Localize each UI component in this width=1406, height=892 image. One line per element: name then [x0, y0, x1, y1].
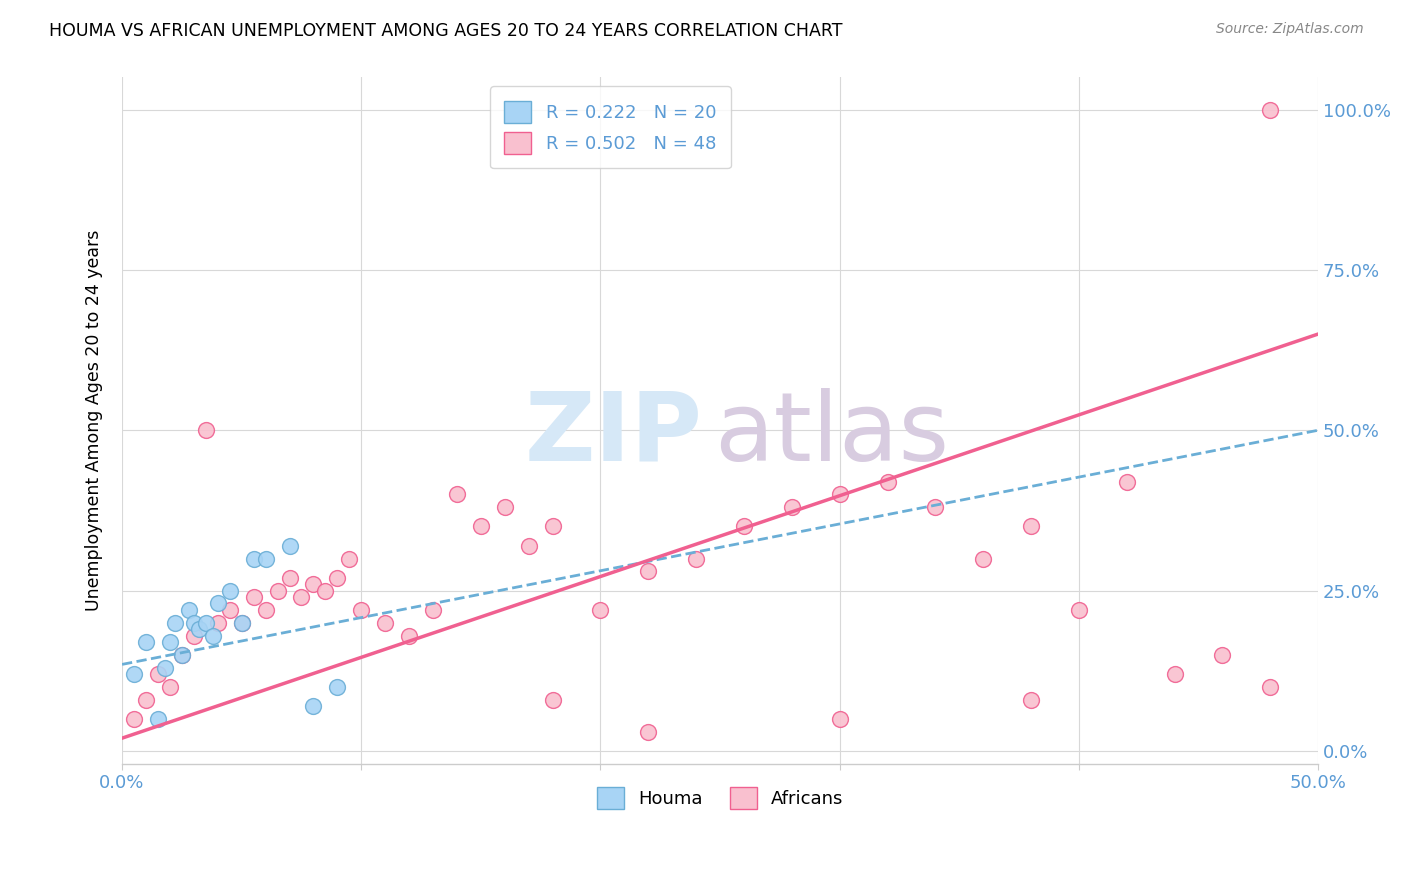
Point	[177, 603, 200, 617]
Point	[242, 590, 264, 604]
Point	[589, 603, 612, 617]
Point	[254, 603, 277, 617]
Point	[278, 539, 301, 553]
Point	[1115, 475, 1137, 489]
Point	[135, 692, 157, 706]
Point	[1258, 680, 1281, 694]
Point	[1258, 103, 1281, 117]
Point	[194, 615, 217, 630]
Point	[278, 571, 301, 585]
Point	[187, 622, 209, 636]
Point	[876, 475, 898, 489]
Point	[326, 680, 349, 694]
Point	[231, 615, 253, 630]
Point	[302, 577, 325, 591]
Point	[541, 692, 564, 706]
Point	[201, 628, 224, 642]
Point	[326, 571, 349, 585]
Text: Source: ZipAtlas.com: Source: ZipAtlas.com	[1216, 22, 1364, 37]
Point	[494, 500, 516, 515]
Text: ZIP: ZIP	[524, 388, 702, 481]
Legend: Houma, Africans: Houma, Africans	[582, 772, 858, 823]
Point	[254, 551, 277, 566]
Point	[972, 551, 994, 566]
Text: atlas: atlas	[714, 388, 949, 481]
Point	[1211, 648, 1233, 662]
Point	[517, 539, 540, 553]
Point	[637, 724, 659, 739]
Point	[183, 615, 205, 630]
Point	[266, 583, 288, 598]
Point	[218, 583, 240, 598]
Point	[170, 648, 193, 662]
Point	[828, 712, 851, 726]
Point	[159, 635, 181, 649]
Point	[733, 519, 755, 533]
Point	[302, 699, 325, 714]
Point	[170, 648, 193, 662]
Point	[350, 603, 373, 617]
Point	[446, 487, 468, 501]
Point	[1019, 519, 1042, 533]
Point	[685, 551, 707, 566]
Point	[637, 565, 659, 579]
Point	[780, 500, 803, 515]
Point	[122, 667, 145, 681]
Point	[207, 597, 229, 611]
Point	[163, 615, 186, 630]
Point	[314, 583, 336, 598]
Point	[337, 551, 360, 566]
Point	[470, 519, 492, 533]
Point	[422, 603, 444, 617]
Point	[146, 667, 169, 681]
Y-axis label: Unemployment Among Ages 20 to 24 years: Unemployment Among Ages 20 to 24 years	[86, 230, 103, 611]
Text: HOUMA VS AFRICAN UNEMPLOYMENT AMONG AGES 20 TO 24 YEARS CORRELATION CHART: HOUMA VS AFRICAN UNEMPLOYMENT AMONG AGES…	[49, 22, 842, 40]
Point	[122, 712, 145, 726]
Point	[290, 590, 312, 604]
Point	[231, 615, 253, 630]
Point	[541, 519, 564, 533]
Point	[398, 628, 420, 642]
Point	[159, 680, 181, 694]
Point	[1163, 667, 1185, 681]
Point	[1067, 603, 1090, 617]
Point	[374, 615, 396, 630]
Point	[242, 551, 264, 566]
Point	[218, 603, 240, 617]
Point	[153, 660, 176, 674]
Point	[146, 712, 169, 726]
Point	[828, 487, 851, 501]
Point	[135, 635, 157, 649]
Point	[183, 628, 205, 642]
Point	[194, 423, 217, 437]
Point	[924, 500, 946, 515]
Point	[1019, 692, 1042, 706]
Point	[207, 615, 229, 630]
